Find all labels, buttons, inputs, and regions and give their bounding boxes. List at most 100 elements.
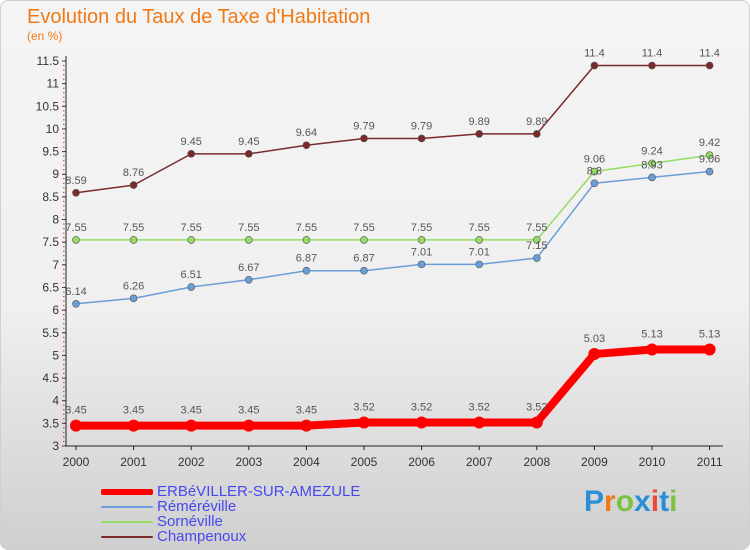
y-tick-label: 9.5	[42, 145, 59, 159]
data-label: 7.55	[468, 222, 489, 234]
legend-swatch-erbeviller	[101, 489, 153, 495]
x-tick-label: 2011	[697, 455, 723, 469]
y-minor-tick	[63, 314, 65, 316]
y-minor-tick	[63, 169, 65, 171]
data-label: 7.01	[468, 246, 489, 258]
y-minor-tick	[63, 228, 65, 230]
series-line-0	[76, 345, 710, 430]
logo-letter: r	[604, 485, 616, 518]
y-minor-tick	[63, 132, 65, 134]
y-minor-tick	[63, 268, 65, 270]
y-minor-tick	[63, 286, 65, 288]
y-tick-label: 10	[46, 122, 60, 136]
x-tick-label: 2005	[351, 455, 378, 469]
y-minor-tick	[63, 214, 65, 216]
data-label: 3.52	[353, 401, 374, 413]
data-label: 6.51	[180, 269, 201, 281]
data-label: 11.4	[642, 48, 663, 60]
data-point	[532, 130, 541, 138]
y-minor-tick	[63, 187, 65, 189]
data-point	[127, 419, 140, 432]
legend-label-champenoux: Champenoux	[157, 528, 247, 545]
y-minor-tick	[63, 205, 65, 207]
y-minor-tick	[63, 431, 65, 433]
series-line-3	[75, 64, 710, 194]
y-tick-label: 6.5	[42, 280, 59, 294]
legend-label-sorneville: Sornéville	[157, 513, 223, 530]
data-label: 7.55	[526, 222, 547, 234]
y-minor-tick	[63, 200, 65, 202]
data-point	[705, 167, 714, 176]
y-tick-label: 7.5	[42, 235, 59, 249]
data-label: 3.45	[123, 405, 144, 417]
y-tick-label: 4.5	[42, 371, 59, 385]
y-minor-tick	[63, 373, 65, 375]
y-minor-tick	[63, 336, 65, 338]
data-point	[475, 260, 484, 269]
data-point	[302, 266, 311, 275]
y-minor-tick	[63, 282, 65, 284]
y-minor-tick	[63, 164, 65, 166]
y-minor-tick	[63, 445, 65, 447]
data-label: 8.59	[65, 175, 86, 187]
y-minor-tick	[63, 345, 65, 347]
data-point	[129, 236, 138, 244]
logo-letter: x	[634, 485, 651, 518]
data-label: 5.13	[699, 329, 720, 341]
data-label: 3.52	[468, 401, 489, 413]
y-minor-tick	[63, 173, 65, 175]
data-point	[532, 254, 541, 262]
data-label: 7.01	[411, 246, 432, 258]
y-minor-tick	[63, 359, 65, 361]
y-minor-tick	[63, 341, 65, 343]
data-label: 8.76	[123, 167, 144, 179]
y-minor-tick	[63, 101, 65, 103]
y-minor-tick	[63, 128, 65, 130]
y-minor-tick	[63, 354, 65, 356]
data-label: 9.89	[526, 116, 547, 128]
y-tick-label: 8	[52, 213, 59, 227]
y-minor-tick	[63, 291, 65, 293]
data-label: 9.45	[238, 136, 259, 148]
data-point	[358, 416, 370, 429]
data-label: 8.8	[587, 165, 602, 177]
data-label: 6.67	[238, 262, 259, 274]
data-label: 3.52	[526, 401, 547, 413]
data-label: 7.15	[526, 240, 547, 252]
data-point	[72, 236, 80, 244]
y-minor-tick	[63, 209, 65, 211]
y-minor-tick	[63, 78, 65, 80]
data-label: 9.79	[411, 120, 432, 132]
legend-swatch-sorneville	[101, 521, 153, 523]
y-minor-tick	[63, 413, 65, 415]
y-tick-label: 3.5	[42, 416, 59, 430]
y-tick-label: 3	[52, 439, 59, 453]
data-point	[360, 134, 368, 143]
y-minor-tick	[63, 83, 65, 85]
y-minor-tick	[63, 246, 65, 248]
y-tick-label: 7	[52, 258, 59, 272]
data-point	[590, 167, 599, 176]
y-minor-tick	[63, 418, 65, 420]
data-point	[648, 173, 656, 182]
legend-swatch-champenoux	[101, 536, 153, 538]
legend-label-erbeviller: ERBéVILLER-SUR-AMEZULE	[157, 483, 361, 500]
data-point	[72, 299, 80, 308]
data-point	[360, 236, 368, 244]
data-point	[648, 61, 656, 70]
logo-letter: P	[584, 485, 605, 518]
y-minor-tick	[63, 400, 65, 402]
data-point	[360, 266, 368, 275]
y-tick-label: 8.5	[42, 190, 59, 204]
y-minor-tick	[63, 96, 65, 98]
chart-title: Evolution du Taux de Taxe d'Habitation	[27, 6, 371, 28]
y-tick-label: 9	[52, 167, 59, 181]
y-minor-tick	[63, 219, 65, 221]
y-minor-tick	[63, 196, 65, 198]
y-minor-tick	[63, 391, 65, 393]
y-minor-tick	[63, 119, 65, 121]
data-label: 9.24	[641, 145, 662, 157]
y-minor-tick	[63, 250, 65, 252]
y-minor-tick	[63, 386, 65, 388]
data-label: 3.45	[238, 405, 259, 417]
